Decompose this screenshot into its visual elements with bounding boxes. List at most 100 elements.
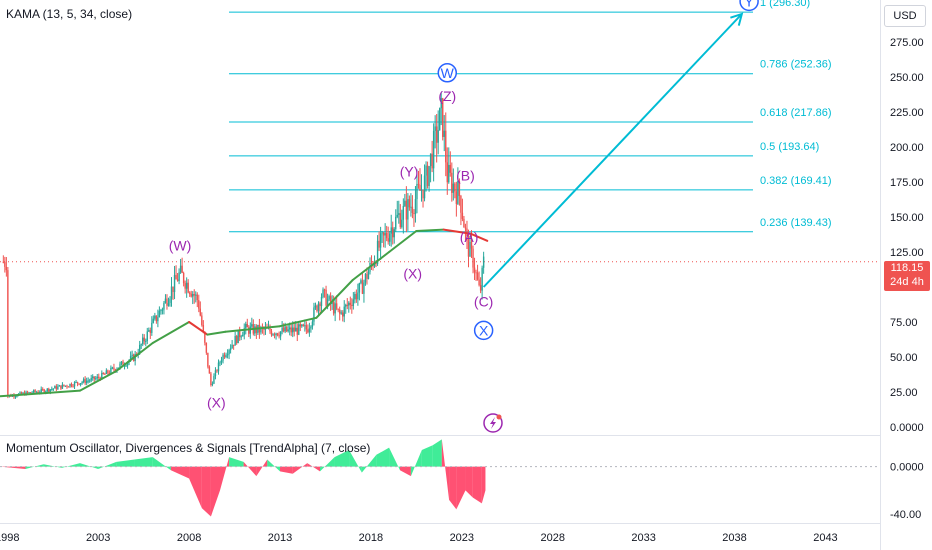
candle-body (428, 166, 430, 187)
wave-label: (W) (169, 238, 192, 254)
candle-body (395, 216, 397, 230)
oscillator-area-segment (292, 463, 308, 474)
candle-body (63, 384, 65, 386)
candle-body (299, 324, 302, 327)
oscillator-area-segment (0, 466, 26, 470)
candle-body (384, 232, 386, 236)
candle-body (181, 265, 183, 273)
currency-button[interactable]: USD (884, 5, 926, 27)
oscillator-area-segment (280, 466, 293, 474)
candle-body (461, 212, 464, 219)
candle-body (163, 302, 165, 310)
candle-body (288, 327, 291, 330)
candle-body (348, 302, 350, 306)
time-tick-label: 2043 (813, 532, 837, 544)
candle-body (331, 302, 333, 305)
candle-body (126, 362, 129, 366)
oscillator-area-segment (389, 447, 400, 471)
candle-body (72, 386, 74, 388)
candle-body (335, 303, 338, 309)
oscillator-area-segment (170, 466, 190, 479)
time-tick-label: 2008 (177, 532, 201, 544)
candle-body (313, 307, 315, 322)
candle-body (390, 227, 392, 234)
candle-body (329, 296, 332, 305)
candle-body (296, 327, 298, 335)
kama-indicator-label[interactable]: KAMA (13, 5, 34, close) (6, 7, 133, 21)
candle-body (98, 376, 100, 378)
candle-body (319, 303, 321, 307)
candle-body (29, 392, 32, 394)
candle-body (345, 304, 347, 307)
candle-body (210, 373, 212, 386)
candle-body (60, 385, 62, 389)
candle-body (417, 183, 420, 185)
candle-body (35, 391, 38, 393)
time-tick-label: 2038 (722, 532, 746, 544)
candle-body (451, 172, 453, 193)
candle-body (81, 382, 83, 384)
candle-body (149, 330, 152, 333)
candle-body (410, 206, 412, 208)
kama-line-segment (442, 228, 472, 235)
oscillator-indicator-label[interactable]: Momentum Oscillator, Divergences & Signa… (6, 441, 371, 455)
candle-body (20, 392, 23, 394)
candle-body (354, 294, 356, 300)
oscillator-area-segment (432, 439, 442, 467)
candle-body (201, 315, 203, 326)
candle-body (120, 361, 123, 364)
candle-body (235, 336, 238, 344)
time-tick-label: 2033 (631, 532, 655, 544)
candle-body (46, 388, 48, 392)
candle-body (154, 315, 156, 319)
oscillator-area-segment (410, 450, 422, 477)
wave-circle (437, 63, 458, 83)
candle-body (232, 344, 235, 346)
candle-body (370, 263, 373, 265)
candle-body (452, 183, 455, 193)
candle-body (440, 98, 442, 109)
candle-body (322, 289, 324, 298)
candle-body (385, 232, 388, 239)
candle-body (420, 189, 423, 191)
candle-body (7, 270, 9, 397)
candle-body (66, 385, 68, 387)
fib-level-label: 0.618 (217.86) (760, 107, 832, 119)
candle-body (16, 395, 18, 397)
candle-body (92, 376, 94, 378)
time-tick-label: 2013 (268, 532, 292, 544)
time-tick-label: 2023 (450, 532, 474, 544)
oscillator-tick-label: -40.00 (890, 509, 921, 521)
candle-body (164, 298, 167, 303)
wave-label: (X) (403, 266, 422, 282)
candle-body (351, 304, 353, 306)
candle-body (85, 380, 88, 384)
candle-body (76, 381, 79, 384)
price-tick-label: 175.00 (890, 177, 924, 189)
candle-body (340, 312, 342, 314)
candle-body (408, 199, 411, 208)
time-tick-label: 2028 (540, 532, 564, 544)
price-tick-label: 250.00 (890, 72, 924, 84)
candle-body (272, 334, 274, 336)
candle-body (54, 386, 56, 389)
oscillator-area-segment (421, 445, 433, 467)
candle-body (476, 272, 479, 280)
candle-body (478, 279, 480, 286)
candle-body (151, 322, 153, 333)
candle-body (43, 389, 45, 393)
kama-line-segment (0, 389, 81, 398)
fib-level-label: 0.382 (169.41) (760, 175, 832, 187)
candle-body (334, 303, 336, 314)
candle-body (138, 344, 141, 354)
candle-body (148, 330, 150, 332)
candle-body (220, 360, 223, 363)
candle-body (160, 310, 162, 312)
candle-body (442, 98, 444, 137)
lightning-glyph (490, 417, 496, 429)
candle-body (223, 354, 226, 358)
candle-body (131, 354, 133, 357)
candle-body (240, 336, 242, 338)
price-tick-label: 150.00 (890, 212, 924, 224)
